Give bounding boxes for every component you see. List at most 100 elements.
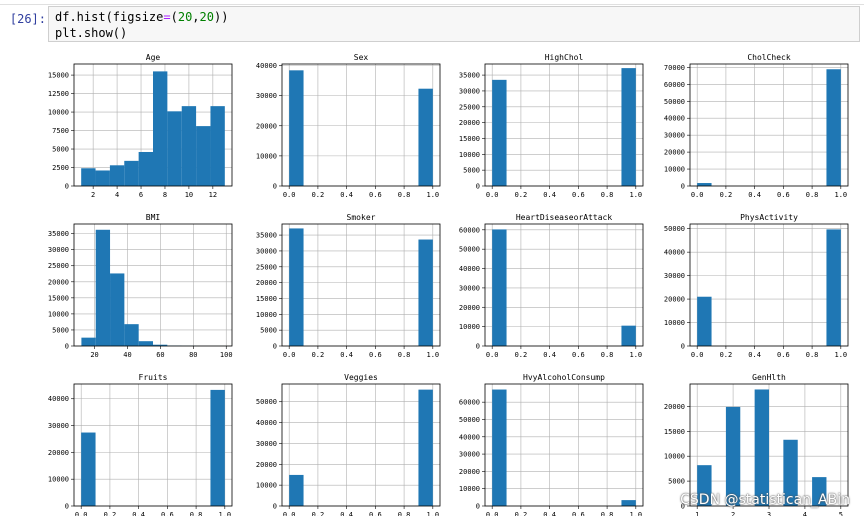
y-tick-label: 20000 xyxy=(48,278,69,286)
y-tick-label: 25000 xyxy=(459,103,480,111)
x-tick-label: 0.8 xyxy=(398,511,411,516)
x-tick-label: 0.8 xyxy=(398,351,411,359)
x-tick-label: 0.4 xyxy=(340,191,353,199)
y-tick-label: 15000 xyxy=(48,72,69,80)
y-tick-label: 7500 xyxy=(52,127,69,135)
histogram-bar xyxy=(492,229,507,346)
histogram-bar xyxy=(81,337,96,346)
x-tick-label: 0.6 xyxy=(161,511,174,516)
y-tick-label: 50000 xyxy=(459,416,480,424)
histogram-bar xyxy=(95,229,111,346)
axes-frame xyxy=(484,63,644,187)
axes-frame xyxy=(484,223,644,347)
y-tick-label: 0 xyxy=(65,343,69,351)
y-tick-label: 30000 xyxy=(48,422,69,430)
y-tick-label: 5000 xyxy=(463,167,480,175)
histogram-panel: Age 2 4 6 8 10 12 0 2500 5000 7500 10000 12500 15000 xyxy=(48,53,233,199)
code-input[interactable]: df.hist(figsize=(20,20)) plt.show() xyxy=(48,6,860,42)
histogram-bar xyxy=(289,228,304,346)
y-tick-label: 20000 xyxy=(664,149,685,157)
histogram-bar xyxy=(153,71,168,186)
y-tick-label: 30000 xyxy=(664,132,685,140)
x-tick-label: 0.2 xyxy=(515,191,528,199)
y-tick-label: 60000 xyxy=(459,399,480,407)
code-number: 20 xyxy=(199,10,214,24)
x-tick-label: 0.6 xyxy=(369,191,382,199)
x-tick-label: 1.0 xyxy=(426,191,439,199)
y-tick-label: 20000 xyxy=(664,296,685,304)
y-tick-label: 10000 xyxy=(664,166,685,174)
histogram-panel: HvyAlcoholConsump 0.0 0.2 0.4 0.6 0.8 1.0 0 1000… xyxy=(459,373,644,516)
y-tick-label: 50000 xyxy=(664,225,685,233)
y-tick-label: 70000 xyxy=(664,64,685,72)
y-tick-label: 0 xyxy=(273,343,277,351)
histogram-panel: CholCheck 0.0 0.2 0.4 0.6 0.8 1.0 0 10000 20000 30… xyxy=(664,53,849,199)
x-tick-label: 1.0 xyxy=(426,351,439,359)
x-tick-label: 0.6 xyxy=(369,511,382,516)
output-area: Age 2 4 6 8 10 12 0 2500 5000 7500 10000 12500 15000 S… xyxy=(0,46,864,516)
y-tick-label: 35000 xyxy=(256,232,277,240)
histogram-bar xyxy=(124,160,139,186)
x-tick-label: 0.8 xyxy=(398,191,411,199)
histogram-bar xyxy=(181,106,197,186)
histogram-bar xyxy=(95,170,110,186)
panel-title: Veggies xyxy=(344,373,378,382)
histogram-bar xyxy=(826,69,841,186)
x-tick-label: 0.8 xyxy=(601,191,614,199)
y-tick-label: 10000 xyxy=(459,485,480,493)
histogram-bar xyxy=(492,79,507,186)
y-tick-label: 10000 xyxy=(48,310,69,318)
x-tick-label: 12 xyxy=(209,191,217,199)
y-tick-label: 10000 xyxy=(48,109,69,117)
histogram-bar xyxy=(153,344,168,346)
y-tick-label: 15000 xyxy=(256,295,277,303)
code-number: 20 xyxy=(177,10,193,24)
histogram-bar xyxy=(109,165,125,186)
histogram-bar xyxy=(697,465,712,506)
y-tick-label: 0 xyxy=(476,343,480,351)
x-tick-label: 6 xyxy=(139,191,143,199)
x-tick-label: 4 xyxy=(803,511,807,516)
y-tick-label: 0 xyxy=(681,343,685,351)
x-tick-label: 0.8 xyxy=(190,511,203,516)
y-tick-label: 35000 xyxy=(48,230,69,238)
x-tick-label: 0.2 xyxy=(312,191,325,199)
y-tick-label: 20000 xyxy=(459,119,480,127)
x-tick-label: 1.0 xyxy=(629,191,642,199)
y-tick-label: 0 xyxy=(476,503,480,511)
axes-frame xyxy=(73,63,233,187)
x-tick-label: 0.0 xyxy=(283,191,296,199)
x-tick-label: 100 xyxy=(220,351,233,359)
x-tick-label: 1.0 xyxy=(629,511,642,516)
x-tick-label: 0.0 xyxy=(691,351,704,359)
x-tick-label: 0.8 xyxy=(806,191,819,199)
axes-frame xyxy=(281,383,441,507)
code-text: , xyxy=(192,10,200,24)
x-tick-label: 0.6 xyxy=(777,191,790,199)
histogram-panel: PhysActivity 0.0 0.2 0.4 0.6 0.8 1.0 0 10000 2000… xyxy=(664,213,849,359)
x-tick-label: 0.4 xyxy=(340,351,353,359)
x-tick-label: 2 xyxy=(731,511,735,516)
histogram-bar xyxy=(110,273,125,346)
histogram-bar xyxy=(138,151,153,186)
code-operator: = xyxy=(163,10,171,24)
x-tick-label: 0.2 xyxy=(515,351,528,359)
histogram-panel: HeartDiseaseorAttack 0.0 0.2 0.4 0.6 0.8 1.0 0 1… xyxy=(459,213,644,359)
histogram-bar xyxy=(81,432,96,506)
x-tick-label: 2 xyxy=(91,191,95,199)
histogram-bar xyxy=(418,239,433,346)
code-text: )) xyxy=(213,10,229,24)
y-tick-label: 35000 xyxy=(459,72,480,80)
y-tick-label: 40000 xyxy=(48,395,69,403)
x-tick-label: 0.4 xyxy=(543,191,556,199)
code-text: df.hist(figsize xyxy=(55,10,164,24)
panel-title: Sex xyxy=(354,53,369,62)
y-tick-label: 5000 xyxy=(52,146,69,154)
x-tick-label: 0.0 xyxy=(486,511,499,516)
x-tick-label: 0.0 xyxy=(75,511,88,516)
x-tick-label: 0.0 xyxy=(691,191,704,199)
y-tick-label: 20000 xyxy=(48,449,69,457)
histogram-bar xyxy=(167,111,182,186)
y-tick-label: 10000 xyxy=(256,152,277,160)
